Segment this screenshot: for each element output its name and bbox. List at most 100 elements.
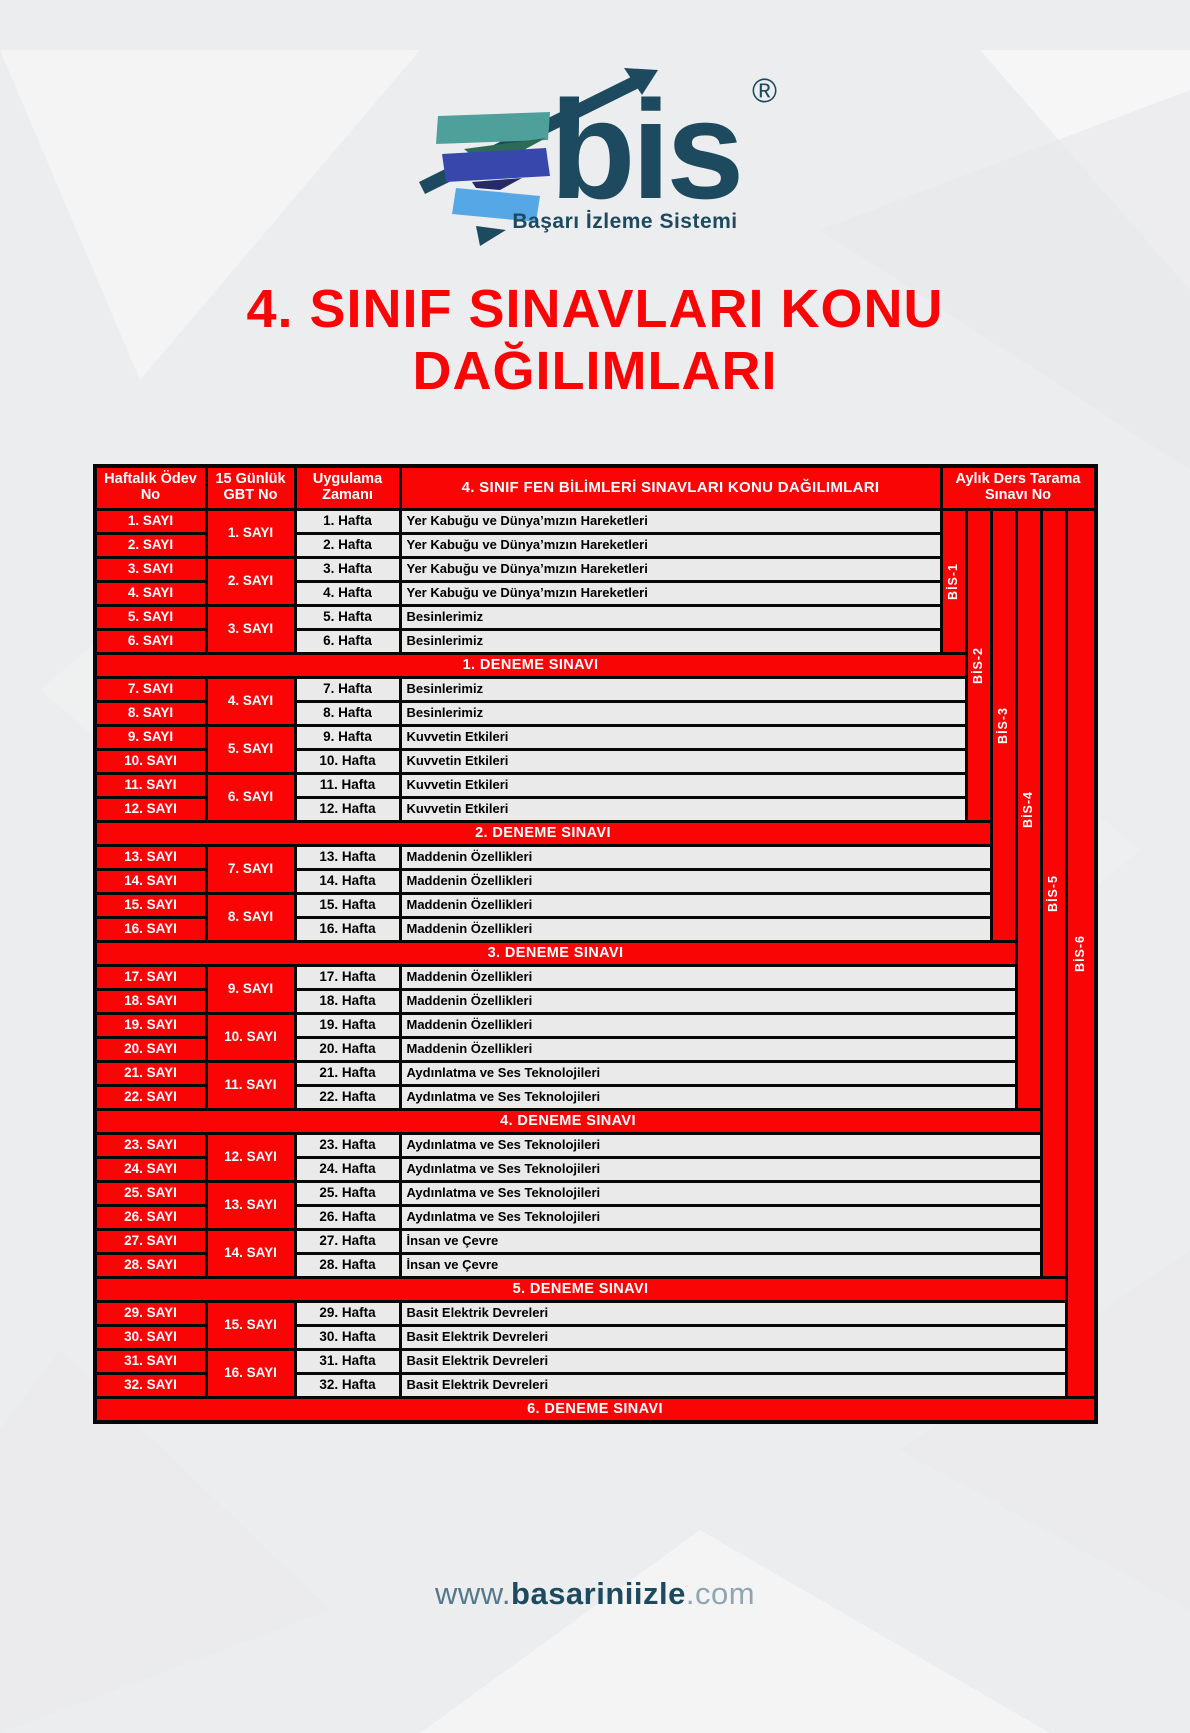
topic-cell: Kuvvetin Etkileri — [401, 799, 965, 821]
hafta-cell: 11. Hafta — [296, 775, 399, 797]
topic-cell: Basit Elektrik Devreleri — [401, 1327, 1065, 1349]
hafta-cell: 25. Hafta — [296, 1183, 399, 1205]
gbt-cell: 2. SAYI — [207, 559, 294, 605]
bis-column-5: BİS-5 — [1042, 511, 1065, 1277]
hafta-cell: 14. Hafta — [296, 871, 399, 893]
sayi-cell: 27. SAYI — [96, 1231, 205, 1253]
bis-logo-graphic: bis ® Başarı İzleme Sistemi — [419, 68, 777, 246]
hafta-cell: 12. Hafta — [296, 799, 399, 821]
gbt-cell: 4. SAYI — [207, 679, 294, 725]
header-gbt-no: 15 Günlük GBT No — [207, 468, 294, 509]
topic-cell: Aydınlatma ve Ses Teknolojileri — [401, 1207, 1040, 1229]
sayi-cell: 5. SAYI — [96, 607, 205, 629]
topic-cell: Maddenin Özellikleri — [401, 919, 990, 941]
hafta-cell: 7. Hafta — [296, 679, 399, 701]
topic-cell: Aydınlatma ve Ses Teknolojileri — [401, 1087, 1015, 1109]
gbt-cell: 12. SAYI — [207, 1135, 294, 1181]
topic-cell: Besinlerimiz — [401, 679, 965, 701]
hafta-cell: 22. Hafta — [296, 1087, 399, 1109]
page-title: 4. SINIF SINAVLARI KONU DAĞILIMLARI — [0, 279, 1190, 402]
deneme-row: 3. DENEME SINAVI — [96, 943, 1015, 965]
bis-column-1: BİS-1 — [942, 511, 965, 653]
hafta-cell: 17. Hafta — [296, 967, 399, 989]
topic-cell: Yer Kabuğu ve Dünya’mızın Hareketleri — [401, 583, 940, 605]
sayi-cell: 11. SAYI — [96, 775, 205, 797]
topic-cell: Kuvvetin Etkileri — [401, 751, 965, 773]
topic-cell: Yer Kabuğu ve Dünya’mızın Hareketleri — [401, 535, 940, 557]
url-www-prefix: www. — [434, 1576, 512, 1612]
registered-mark: ® — [752, 72, 777, 110]
header-application-time: Uygulama Zamanı — [296, 468, 399, 509]
hafta-cell: 32. Hafta — [296, 1375, 399, 1397]
hafta-cell: 10. Hafta — [296, 751, 399, 773]
topic-cell: Aydınlatma ve Ses Teknolojileri — [401, 1135, 1040, 1157]
topic-cell: Maddenin Özellikleri — [401, 895, 990, 917]
poster-page: bis ® Başarı İzleme Sistemi 4. SINIF SIN… — [0, 50, 1190, 1733]
sayi-cell: 16. SAYI — [96, 919, 205, 941]
sayi-cell: 1. SAYI — [96, 511, 205, 533]
hafta-cell: 13. Hafta — [296, 847, 399, 869]
topic-cell: Maddenin Özellikleri — [401, 967, 1015, 989]
ribbon-spiral-icon — [436, 112, 550, 246]
header-monthly-scan-exam-no: Aylık Ders Tarama Sınavı No — [942, 468, 1094, 509]
sayi-cell: 2. SAYI — [96, 535, 205, 557]
sayi-cell: 8. SAYI — [96, 703, 205, 725]
hafta-cell: 1. Hafta — [296, 511, 399, 533]
sayi-cell: 20. SAYI — [96, 1039, 205, 1061]
sayi-cell: 21. SAYI — [96, 1063, 205, 1085]
topic-cell: Kuvvetin Etkileri — [401, 775, 965, 797]
hafta-cell: 15. Hafta — [296, 895, 399, 917]
topic-cell: Basit Elektrik Devreleri — [401, 1351, 1065, 1373]
hafta-cell: 29. Hafta — [296, 1303, 399, 1325]
gbt-cell: 7. SAYI — [207, 847, 294, 893]
exam-table: Haftalık Ödev No 15 Günlük GBT No Uygulama… — [92, 464, 1098, 1425]
bis-column-4: BİS-4 — [1017, 511, 1040, 1109]
sayi-cell: 26. SAYI — [96, 1207, 205, 1229]
sayi-cell: 13. SAYI — [96, 847, 205, 869]
hafta-cell: 3. Hafta — [296, 559, 399, 581]
sayi-cell: 7. SAYI — [96, 679, 205, 701]
hafta-cell: 9. Hafta — [296, 727, 399, 749]
hafta-cell: 16. Hafta — [296, 919, 399, 941]
topic-cell: Maddenin Özellikleri — [401, 991, 1015, 1013]
url-domain-name: basariniizle — [511, 1576, 686, 1612]
sayi-cell: 18. SAYI — [96, 991, 205, 1013]
url-tld-suffix: .com — [685, 1576, 756, 1612]
sayi-cell: 4. SAYI — [96, 583, 205, 605]
page-title-line1: 4. SINIF SINAVLARI KONU — [246, 279, 944, 339]
bis-column-6: BİS-6 — [1067, 511, 1094, 1397]
deneme-row: 2. DENEME SINAVI — [96, 823, 990, 845]
website-url: www.basariniizle.com — [0, 1576, 1190, 1612]
topic-cell: Maddenin Özellikleri — [401, 871, 990, 893]
topic-cell: Aydınlatma ve Ses Teknolojileri — [401, 1183, 1040, 1205]
gbt-cell: 3. SAYI — [207, 607, 294, 653]
hafta-cell: 2. Hafta — [296, 535, 399, 557]
header-weekly-homework-no: Haftalık Ödev No — [96, 468, 205, 509]
sayi-cell: 25. SAYI — [96, 1183, 205, 1205]
hafta-cell: 19. Hafta — [296, 1015, 399, 1037]
topic-cell: Basit Elektrik Devreleri — [401, 1303, 1065, 1325]
gbt-cell: 1. SAYI — [207, 511, 294, 557]
sayi-cell: 17. SAYI — [96, 967, 205, 989]
topic-cell: Maddenin Özellikleri — [401, 1039, 1015, 1061]
hafta-cell: 28. Hafta — [296, 1255, 399, 1277]
bis-column-2: BİS-2 — [967, 511, 990, 821]
bis-logo: bis ® Başarı İzleme Sistemi — [400, 50, 790, 255]
hafta-cell: 30. Hafta — [296, 1327, 399, 1349]
bis-column-3: BİS-3 — [992, 511, 1015, 941]
gbt-cell: 10. SAYI — [207, 1015, 294, 1061]
sayi-cell: 6. SAYI — [96, 631, 205, 653]
sayi-cell: 32. SAYI — [96, 1375, 205, 1397]
topic-cell: Besinlerimiz — [401, 703, 965, 725]
topic-cell: Aydınlatma ve Ses Teknolojileri — [401, 1063, 1015, 1085]
gbt-cell: 8. SAYI — [207, 895, 294, 941]
sayi-cell: 19. SAYI — [96, 1015, 205, 1037]
topic-cell: Besinlerimiz — [401, 607, 940, 629]
topic-cell: Aydınlatma ve Ses Teknolojileri — [401, 1159, 1040, 1181]
gbt-cell: 14. SAYI — [207, 1231, 294, 1277]
sayi-cell: 12. SAYI — [96, 799, 205, 821]
topic-cell: Kuvvetin Etkileri — [401, 727, 965, 749]
sayi-cell: 24. SAYI — [96, 1159, 205, 1181]
topic-cell: Maddenin Özellikleri — [401, 847, 990, 869]
hafta-cell: 24. Hafta — [296, 1159, 399, 1181]
